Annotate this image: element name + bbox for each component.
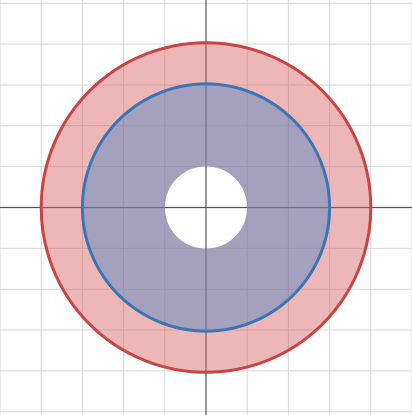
region-boundary-1 <box>39 41 373 374</box>
region-boundary-2 <box>80 82 332 333</box>
region-fill-1 <box>41 42 371 373</box>
shaded-regions <box>39 41 373 374</box>
region-fill-2 <box>82 83 330 332</box>
